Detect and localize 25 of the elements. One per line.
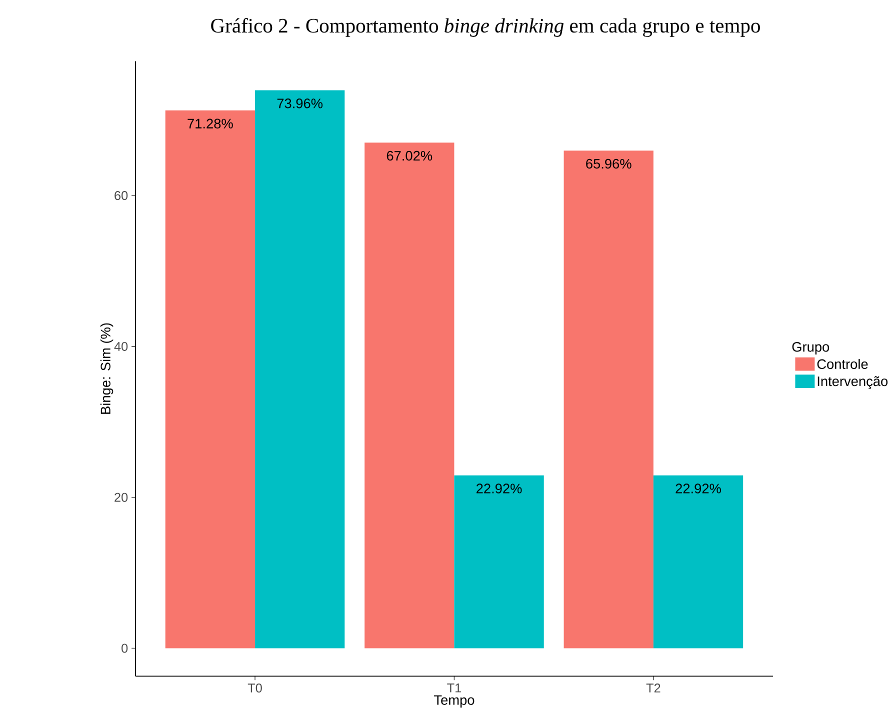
bar	[364, 142, 454, 648]
data-label: 73.96%	[277, 98, 323, 108]
bar	[165, 110, 256, 648]
legend-label: Controle	[817, 358, 868, 370]
bar	[653, 475, 744, 648]
y-tick-label: 60	[114, 191, 128, 200]
data-label: 67.02%	[386, 150, 432, 161]
bar	[255, 90, 345, 648]
x-tick-label: T1	[447, 684, 462, 692]
chart-title: Gráfico 2 - Comportamento binge drinking em cada grupo e tempo	[211, 18, 760, 37]
bar	[454, 475, 544, 648]
y-axis-title: Binge: Sim (%)	[100, 323, 114, 414]
data-label: 22.92%	[676, 484, 721, 494]
x-tick-label: T0	[248, 684, 262, 693]
y-tick-label: 40	[114, 342, 128, 351]
data-label: 22.92%	[476, 484, 522, 494]
y-tick-label: 0	[122, 644, 128, 653]
x-axis-title: Tempo	[434, 695, 474, 708]
bar	[564, 150, 654, 648]
data-label: 71.28%	[188, 118, 233, 129]
data-label: 65.96%	[586, 158, 632, 169]
y-tick-label: 20	[114, 492, 128, 502]
legend-title: Grupo	[792, 342, 830, 354]
legend-label: Intervenção	[818, 376, 888, 389]
x-tick-label: T2	[646, 684, 660, 692]
